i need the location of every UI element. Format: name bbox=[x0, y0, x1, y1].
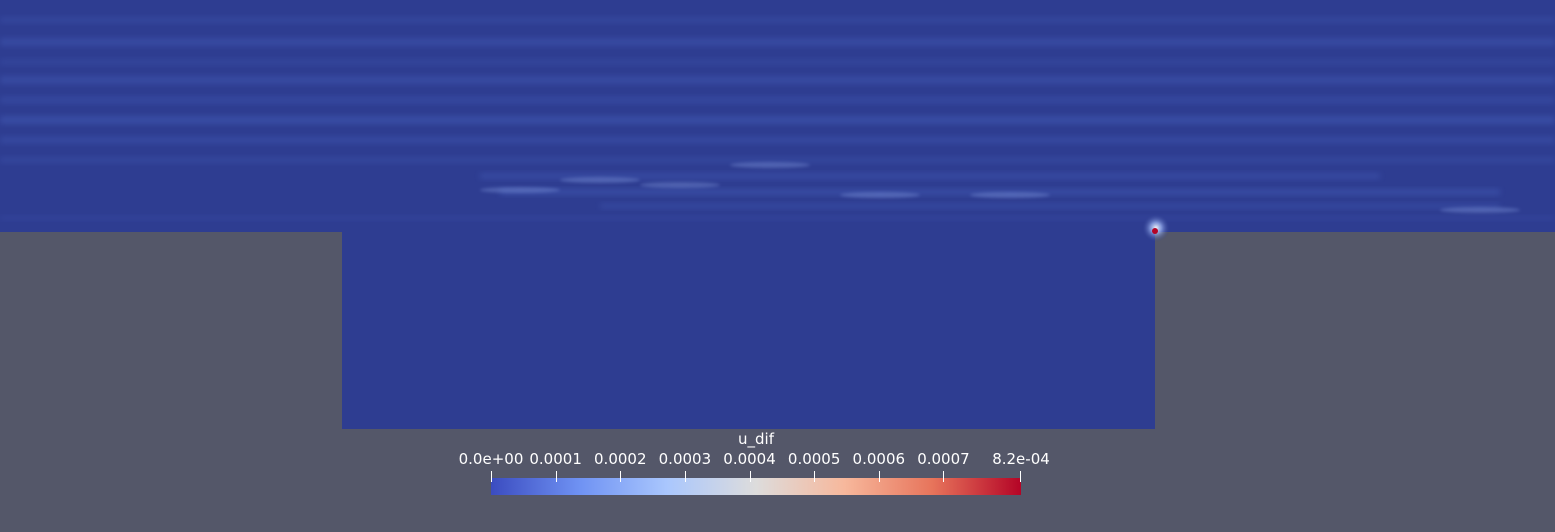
field-streak bbox=[0, 96, 1555, 104]
colorbar-tick-label: 0.0002 bbox=[594, 450, 647, 468]
colorbar-tick-label: 0.0003 bbox=[658, 450, 712, 468]
colorbar-tick-mark bbox=[491, 471, 492, 482]
field-artifact bbox=[970, 192, 1050, 198]
colorbar-tick-label: 8.2e-04 bbox=[992, 450, 1050, 468]
field-streak bbox=[0, 17, 1555, 23]
colorbar-tick-mark bbox=[878, 471, 880, 482]
field-streak bbox=[0, 216, 1555, 220]
colorbar-tick-label: 0.0005 bbox=[787, 450, 841, 468]
cavity-region bbox=[342, 231, 1155, 429]
field-artifact bbox=[730, 162, 810, 168]
field-streak bbox=[0, 136, 1555, 144]
colorbar-tick-label: 0.0006 bbox=[852, 450, 906, 468]
colorbar-tick-mark bbox=[620, 471, 622, 482]
field-streak bbox=[480, 173, 1380, 179]
colorbar-tick-mark bbox=[684, 471, 686, 482]
field-streak bbox=[0, 59, 1555, 65]
colorbar-tick-label: 0.0007 bbox=[917, 450, 970, 468]
field-artifact bbox=[560, 177, 640, 183]
colorbar-tick-label: 0.0001 bbox=[529, 450, 582, 468]
corner-hotspot bbox=[1142, 214, 1170, 242]
field-streaks bbox=[0, 17, 1555, 220]
colorbar-gradient bbox=[491, 478, 1021, 495]
field-streak bbox=[0, 157, 1555, 163]
field-streak bbox=[0, 38, 1555, 46]
colorbar-tick-mark bbox=[555, 471, 557, 482]
field-streak bbox=[0, 116, 1555, 124]
field-artifact bbox=[640, 182, 720, 188]
colorbar-tick-mark bbox=[943, 471, 945, 482]
field-artifact bbox=[480, 187, 560, 193]
field-artifact bbox=[840, 192, 920, 198]
colorbar-tick-mark bbox=[814, 471, 816, 482]
field-streak bbox=[500, 189, 1500, 195]
field-streak bbox=[0, 76, 1555, 84]
field-streak bbox=[600, 203, 1500, 209]
colorbar-tick-label: 0.0e+00 bbox=[458, 450, 524, 468]
colorbar-tick-label: 0.0004 bbox=[723, 450, 776, 468]
colorbar-tick-mark bbox=[1020, 471, 1021, 482]
colorbar-tick-mark bbox=[749, 471, 751, 482]
field-artifact bbox=[1440, 207, 1520, 213]
colorbar bbox=[491, 478, 1021, 495]
colorbar-title: u_dif bbox=[738, 430, 774, 448]
